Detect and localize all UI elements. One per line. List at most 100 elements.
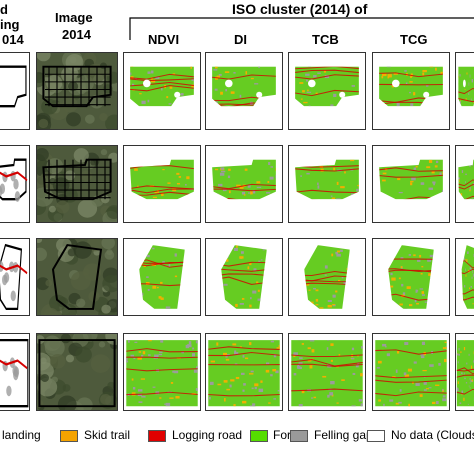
cluster-pixel	[443, 59, 447, 61]
cluster-pixel	[134, 108, 138, 109]
cluster-pixel	[406, 286, 411, 289]
cluster-pixel	[193, 94, 194, 98]
cluster-pixel	[243, 194, 246, 196]
cluster-pixel	[293, 372, 297, 376]
cluster-pixel	[152, 218, 156, 221]
cluster-pixel	[127, 288, 131, 289]
cluster-pixel	[295, 242, 299, 245]
cluster-pixel	[340, 249, 343, 252]
cluster-pixel	[307, 308, 309, 309]
cluster-pixel	[331, 245, 335, 247]
cluster-pixel	[278, 220, 281, 222]
cluster-pixel	[305, 73, 310, 76]
cluster-pixel	[258, 388, 264, 393]
iso-cluster-title: ISO cluster (2014) of	[232, 1, 368, 17]
cluster-pixel	[207, 67, 209, 70]
cluster-pixel	[458, 275, 459, 278]
cluster-pixel	[211, 216, 214, 219]
cluster-pixel	[196, 176, 198, 178]
cluster-pixel	[296, 365, 301, 369]
cluster-pixel	[224, 398, 226, 402]
cluster-pixel	[458, 177, 460, 180]
cluster-pixel	[383, 262, 386, 263]
cluster-pixel	[226, 259, 229, 262]
cluster-pixel	[187, 261, 190, 263]
cluster-pixel	[306, 91, 312, 93]
cluster-pixel	[232, 106, 235, 109]
cluster-pixel	[146, 276, 149, 278]
cluster-pixel	[146, 147, 148, 150]
cluster-pixel	[325, 314, 327, 315]
legend-label-skid-trail: Skid trail	[84, 428, 131, 442]
cluster-pixel	[308, 165, 311, 168]
road-pixels	[373, 203, 449, 206]
cluster-pixel	[423, 389, 427, 391]
cluster-pixel	[398, 106, 401, 109]
road-pixels	[295, 167, 359, 172]
cluster-pixel	[413, 254, 416, 257]
cluster-pixel	[234, 350, 237, 354]
cluster-pixel	[164, 205, 167, 208]
cluster-pixel	[141, 354, 144, 357]
road-pixels	[304, 275, 350, 282]
cluster-pixel	[301, 343, 304, 345]
road-pixels	[126, 356, 198, 359]
road-pixels	[130, 81, 194, 87]
cluster-pixel	[161, 87, 163, 91]
cluster-pixel	[343, 220, 345, 222]
cluster-pixel	[382, 343, 387, 347]
cluster-pixel	[464, 334, 465, 335]
canopy-texture	[37, 53, 51, 62]
canopy-texture	[37, 277, 50, 291]
cluster-pixel	[268, 402, 271, 404]
cluster-pixel	[213, 69, 218, 71]
cluster-pixel	[217, 383, 222, 386]
road-pixels	[375, 349, 447, 355]
cluster-pixel	[350, 159, 355, 162]
iso-cluster-tile	[205, 238, 283, 316]
cluster-pixel	[351, 122, 355, 123]
cluster-pixel	[195, 388, 198, 391]
cluster-pixel	[317, 116, 320, 117]
canopy-texture	[66, 112, 81, 127]
no-data-gap	[308, 79, 316, 88]
cluster-pixel	[291, 289, 293, 292]
cluster-pixel	[462, 303, 464, 305]
cluster-pixel	[257, 60, 261, 62]
cluster-pixel	[436, 401, 439, 405]
cluster-pixel	[373, 244, 376, 245]
cluster-pixel	[240, 108, 242, 109]
cluster-pixel	[176, 183, 181, 185]
cluster-pixel	[339, 109, 341, 112]
canopy-texture	[100, 393, 112, 405]
cluster-pixel	[439, 172, 442, 175]
cluster-pixel	[214, 88, 218, 91]
canopy-texture	[50, 353, 66, 369]
legend-swatch-felling-gap	[290, 430, 308, 442]
cluster-pixel	[470, 308, 473, 309]
cluster-pixel	[274, 285, 277, 286]
cluster-pixel	[382, 312, 384, 315]
cluster-pixel	[327, 154, 329, 156]
cluster-pixel	[247, 266, 250, 270]
cluster-pixel	[404, 342, 409, 345]
cluster-pixel	[330, 380, 335, 385]
road-pixels	[139, 283, 185, 287]
cluster-pixel	[216, 280, 218, 282]
cluster-pixel	[461, 372, 463, 375]
cluster-pixel	[469, 74, 471, 78]
road-pixels	[291, 359, 363, 367]
no-data-gap	[463, 79, 466, 88]
cluster-pixel	[456, 387, 459, 391]
cluster-pixel	[457, 79, 458, 81]
cluster-pixel	[387, 76, 390, 79]
cluster-pixel	[400, 266, 403, 269]
cluster-pixel	[157, 146, 160, 148]
cluster-pixel	[281, 364, 282, 367]
cluster-pixel	[463, 210, 465, 212]
cluster-pixel	[128, 146, 130, 147]
cluster-pixel	[259, 111, 261, 114]
canopy-texture	[38, 118, 49, 129]
cluster-pixel	[420, 104, 424, 107]
cluster-pixel	[421, 341, 426, 345]
